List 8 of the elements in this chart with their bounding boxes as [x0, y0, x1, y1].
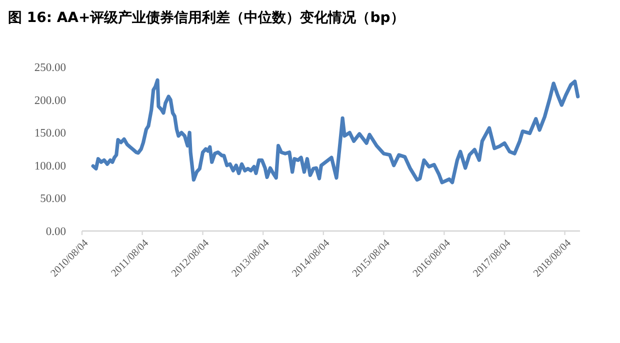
chart-title: 图 16: AA+评级产业债券信用利差（中位数）变化情况（bp）: [8, 9, 404, 26]
y-tick-label: 150.00: [34, 128, 66, 140]
y-tick-label: 50.00: [40, 193, 66, 206]
line-series: [91, 78, 580, 184]
y-tick-label: 100.00: [34, 160, 66, 172]
y-tick-label: 200.00: [34, 94, 66, 107]
y-tick-label: 250.00: [34, 62, 66, 74]
y-tick-label: 0.00: [46, 226, 66, 238]
